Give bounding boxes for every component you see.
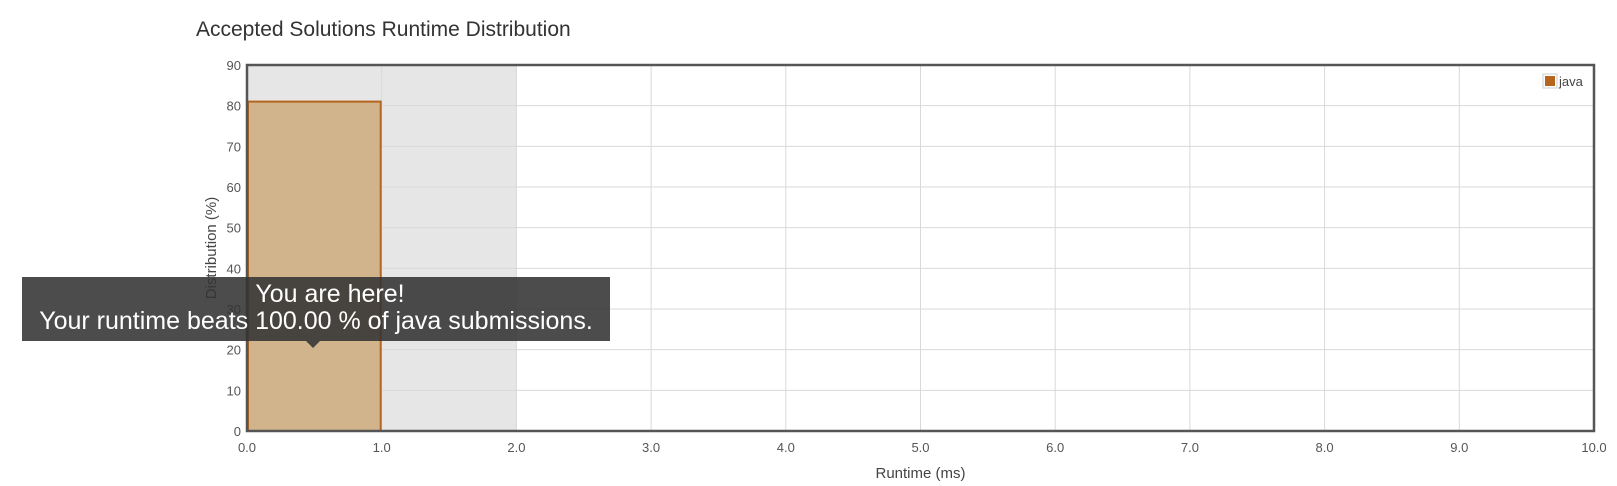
x-tick-label: 1.0 [373,440,391,455]
y-tick-label: 40 [227,261,241,276]
y-tick-label: 20 [227,343,241,358]
y-tick-label: 70 [227,139,241,154]
y-tick-label: 90 [227,58,241,73]
plot-frame [245,63,1596,433]
x-tick-label: 0.0 [238,440,256,455]
bar-java [247,100,382,432]
x-tick-label: 9.0 [1450,440,1468,455]
tooltip-arrow [306,341,320,348]
x-tick-label: 3.0 [642,440,660,455]
y-tick-label: 60 [227,180,241,195]
y-tick-label: 10 [227,383,241,398]
legend-swatch-java [1545,76,1555,86]
x-tick-label: 8.0 [1316,440,1334,455]
x-tick-label: 7.0 [1181,440,1199,455]
you-are-here-tooltip: You are here! Your runtime beats 100.00 … [22,277,610,341]
y-tick-label: 0 [234,424,241,439]
y-tick-label: 50 [227,221,241,236]
x-tick-label: 6.0 [1046,440,1064,455]
x-axis-label: Runtime (ms) [875,465,965,482]
chart-title: Accepted Solutions Runtime Distribution [196,18,571,41]
tooltip-line-2: Your runtime beats 100.00 % of java subm… [39,307,593,335]
x-tick-label: 10.0 [1581,440,1606,455]
y-tick-label: 80 [227,99,241,114]
tooltip-line-1: You are here! [255,280,405,308]
legend-label-java: java [1558,74,1584,89]
y-axis-label: Distribution (%) [203,197,220,300]
x-tick-label: 4.0 [777,440,795,455]
x-tick-label: 5.0 [911,440,929,455]
x-tick-label: 2.0 [507,440,525,455]
